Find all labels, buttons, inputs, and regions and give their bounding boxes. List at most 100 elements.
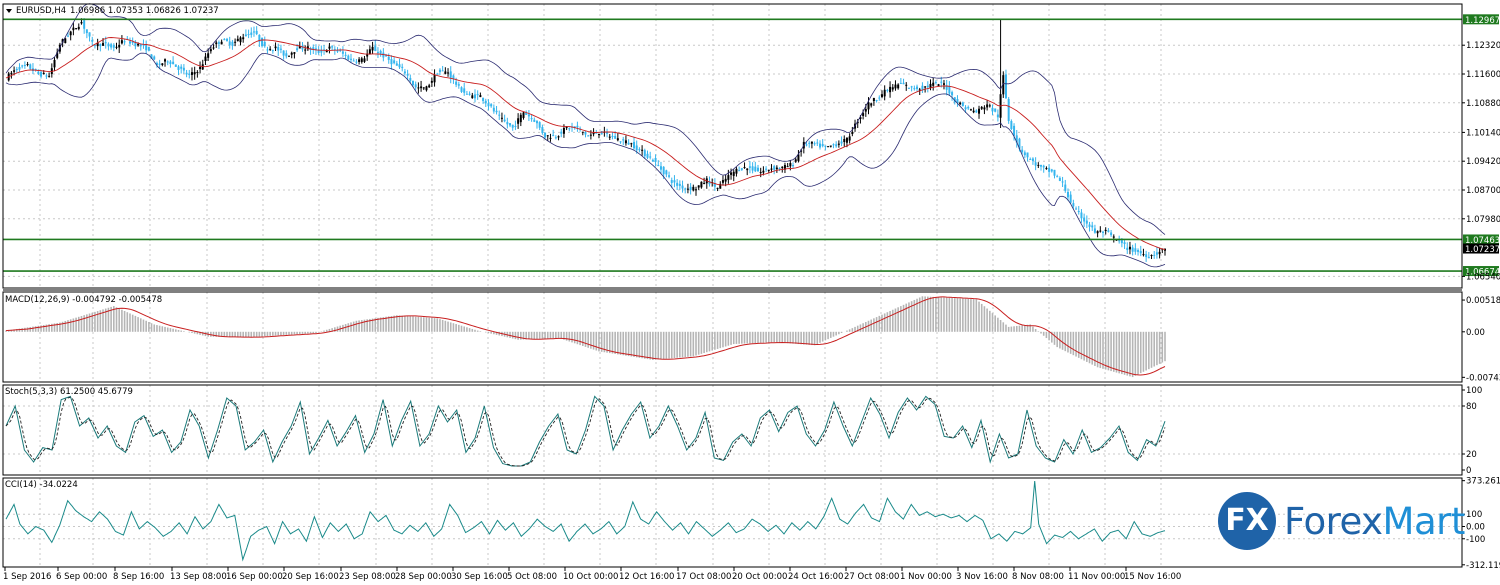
candle-body bbox=[296, 48, 299, 51]
candle-body bbox=[250, 32, 253, 35]
candle-body bbox=[172, 61, 175, 65]
candle-body bbox=[916, 86, 919, 90]
time-tick-label: 6 Sep 00:00 bbox=[56, 572, 107, 582]
candle-body bbox=[42, 72, 45, 74]
candle-body bbox=[220, 41, 223, 45]
candle-body bbox=[204, 56, 207, 62]
candle-body bbox=[314, 48, 317, 50]
candle-body bbox=[902, 82, 905, 85]
candle-body bbox=[26, 64, 29, 66]
candle-body bbox=[797, 154, 800, 161]
candle-body bbox=[956, 99, 959, 103]
candle-body bbox=[379, 50, 382, 54]
time-tick-label: 16 Sep 00:00 bbox=[226, 572, 283, 582]
candle-body bbox=[932, 82, 935, 86]
candle-body bbox=[1029, 159, 1032, 161]
candle-body bbox=[746, 168, 749, 171]
cci-tick-label: -312.1196 bbox=[1466, 561, 1500, 571]
candle-body bbox=[794, 159, 797, 162]
candle-body bbox=[851, 131, 854, 135]
candle-body bbox=[848, 136, 851, 141]
candle-body bbox=[924, 86, 927, 88]
candle-body bbox=[738, 170, 741, 172]
candle-body bbox=[1118, 240, 1121, 242]
candle-body bbox=[18, 67, 21, 70]
candle-body bbox=[115, 46, 118, 48]
candle-body bbox=[886, 89, 889, 91]
candle-body bbox=[358, 59, 361, 62]
candle-body bbox=[118, 44, 121, 48]
candle-body bbox=[910, 86, 913, 88]
candle-body bbox=[1131, 247, 1134, 252]
candle-body bbox=[196, 72, 199, 74]
candle-body bbox=[360, 58, 363, 62]
candle-body bbox=[905, 84, 908, 86]
header-ohlc: 1.06986 1.07353 1.06826 1.07237 bbox=[70, 6, 219, 16]
candle-body bbox=[112, 45, 115, 48]
candle-body bbox=[972, 110, 975, 113]
candle-body bbox=[509, 123, 512, 126]
candle-body bbox=[500, 117, 503, 119]
candle-body bbox=[554, 137, 557, 139]
candle-body bbox=[894, 84, 897, 89]
candle-body bbox=[511, 124, 514, 128]
candle-body bbox=[546, 135, 549, 137]
header-arrow-icon[interactable] bbox=[6, 9, 12, 13]
candle-body bbox=[390, 59, 393, 65]
candle-body bbox=[331, 46, 334, 48]
candle-body bbox=[827, 146, 830, 148]
candle-body bbox=[498, 114, 501, 116]
candle-body bbox=[716, 187, 719, 189]
stoch-frame bbox=[2, 384, 1463, 476]
candle-body bbox=[592, 132, 595, 135]
candle-body bbox=[1153, 254, 1156, 256]
candle-body bbox=[533, 119, 536, 122]
candle-body bbox=[633, 141, 636, 149]
candle-body bbox=[953, 97, 956, 103]
candle-body bbox=[832, 144, 835, 146]
price-tick-label: 1.11600 bbox=[1466, 70, 1500, 80]
candle-body bbox=[929, 83, 932, 88]
candle-body bbox=[959, 102, 962, 105]
candle-body bbox=[1010, 121, 1013, 130]
candle-body bbox=[188, 73, 191, 75]
candle-body bbox=[762, 170, 765, 173]
candle-body bbox=[234, 41, 237, 43]
candle-body bbox=[627, 142, 630, 145]
candle-body bbox=[608, 136, 611, 138]
candle-body bbox=[837, 143, 840, 145]
candle-body bbox=[1093, 228, 1096, 233]
candle-body bbox=[818, 143, 821, 148]
candle-body bbox=[692, 186, 695, 191]
macd-tick-label: 0.00 bbox=[1466, 328, 1485, 338]
candle-body bbox=[131, 41, 134, 43]
candle-body bbox=[350, 58, 353, 60]
time-tick-label: 27 Oct 08:00 bbox=[844, 572, 899, 582]
candle-body bbox=[382, 52, 385, 58]
candle-body bbox=[279, 48, 282, 50]
candle-body bbox=[99, 44, 102, 47]
grid bbox=[3, 4, 1462, 567]
candle-body bbox=[988, 105, 991, 107]
bollinger-upper bbox=[5, 3, 1166, 235]
candle-body bbox=[269, 48, 272, 50]
candle-body bbox=[942, 83, 945, 85]
candle-body bbox=[961, 102, 964, 107]
candle-body bbox=[1139, 251, 1142, 254]
candle-body bbox=[460, 87, 463, 92]
candle-body bbox=[703, 183, 706, 185]
candle-body bbox=[88, 32, 91, 37]
candle-body bbox=[1040, 164, 1043, 167]
candle-body bbox=[695, 189, 698, 191]
candle-body bbox=[1085, 220, 1088, 224]
candle-body bbox=[1023, 152, 1026, 156]
candle-body bbox=[1123, 242, 1126, 245]
price-frame bbox=[2, 3, 1463, 289]
candle-body bbox=[786, 166, 789, 168]
candle-body bbox=[363, 58, 366, 62]
candle-body bbox=[258, 34, 261, 42]
candle-body bbox=[341, 51, 344, 54]
candle-body bbox=[239, 37, 242, 43]
candle-body bbox=[1042, 165, 1045, 168]
candle-body bbox=[859, 117, 862, 119]
